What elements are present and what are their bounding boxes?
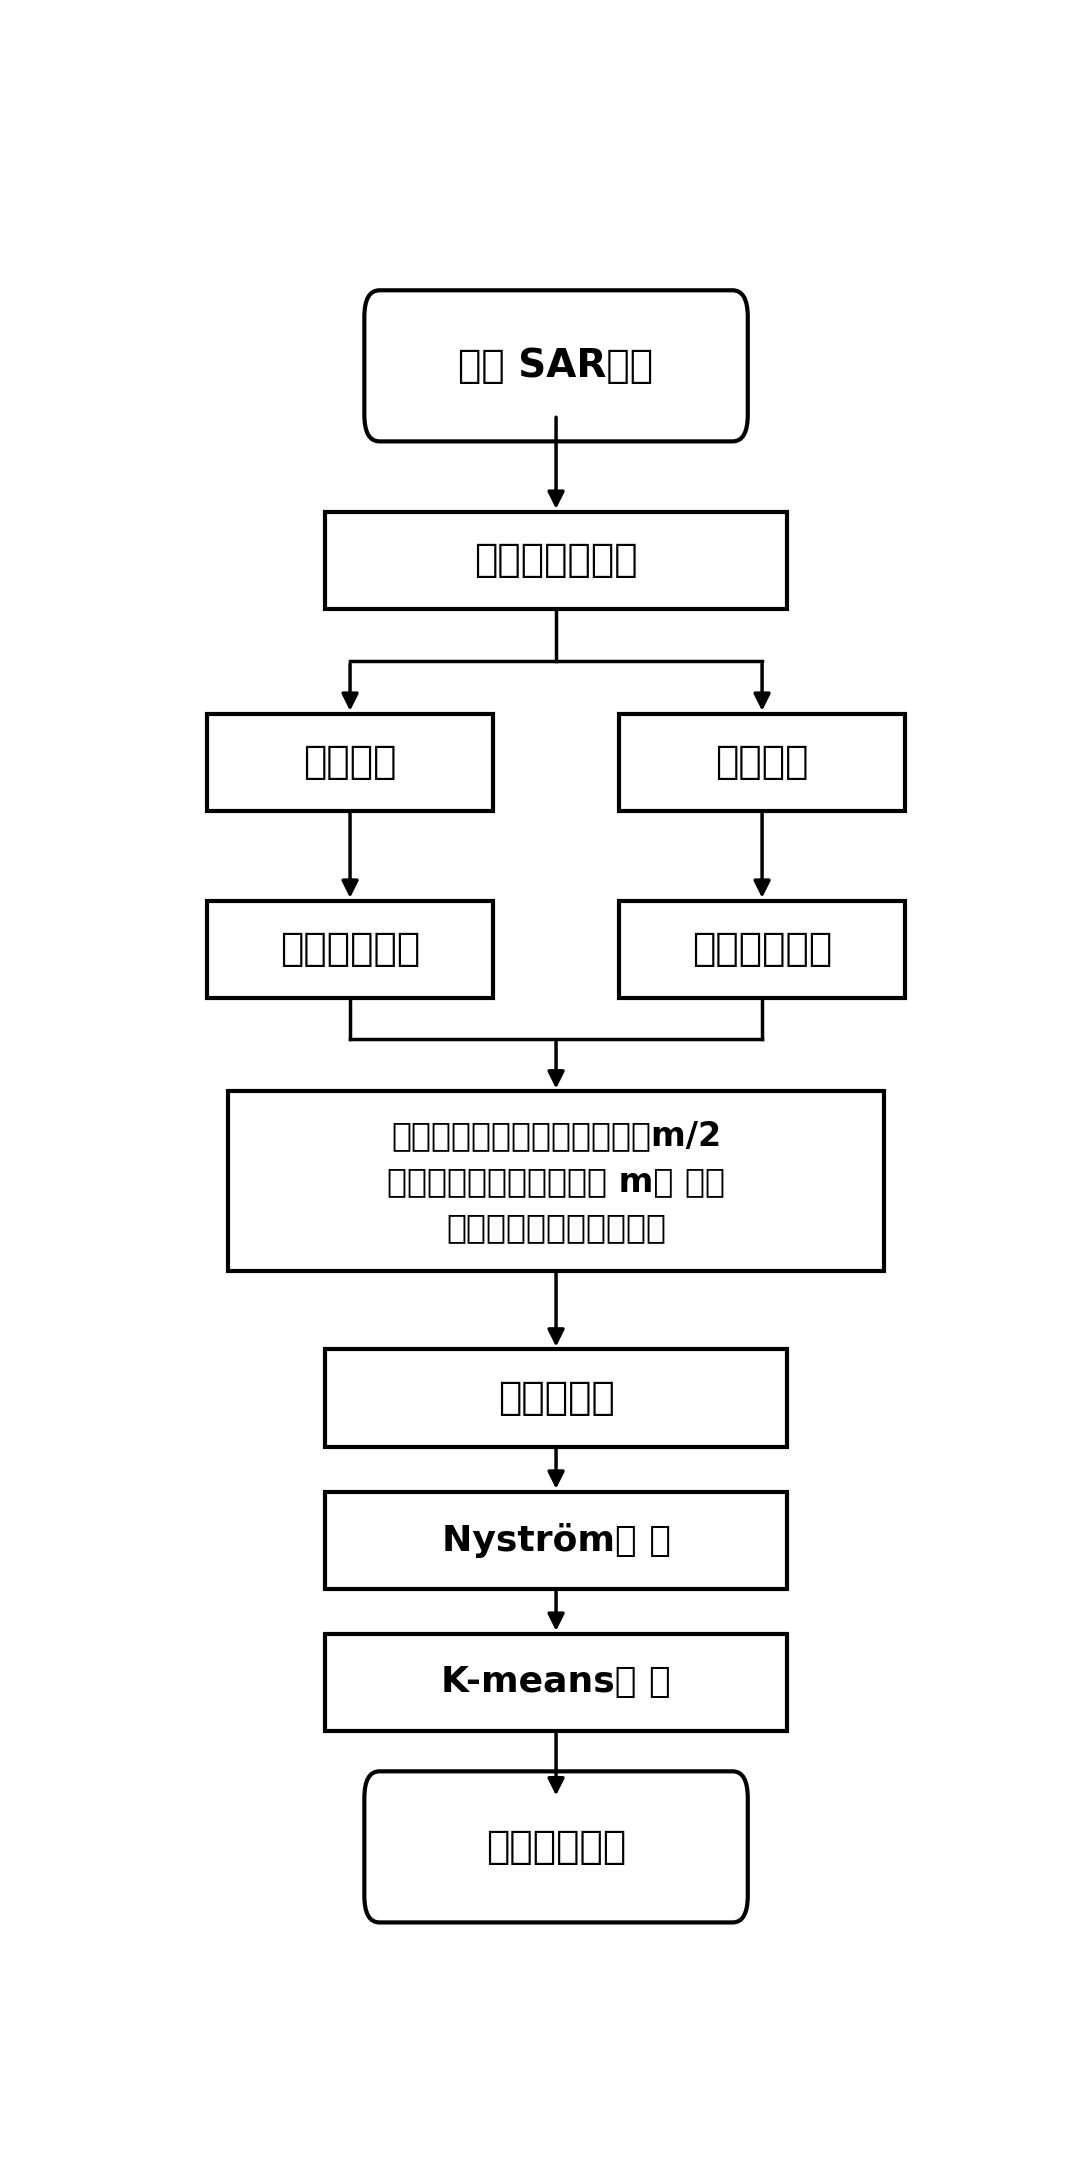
Text: 提取灰度特征: 提取灰度特征 [280, 931, 420, 968]
Bar [207, 901, 493, 999]
Bar [620, 714, 905, 812]
Bar [324, 1491, 788, 1588]
FancyBboxPatch shape [365, 289, 748, 442]
Text: 全变分图像分解: 全变分图像分解 [474, 542, 638, 579]
Text: 结构部分: 结构部分 [304, 744, 397, 781]
Text: K-means聚 类: K-means聚 类 [442, 1665, 671, 1699]
Bar [324, 1349, 788, 1447]
Bar [228, 1092, 884, 1271]
Text: 输入 SAR图像: 输入 SAR图像 [459, 346, 653, 385]
Bar [324, 511, 788, 609]
Text: 相似性计算: 相似性计算 [498, 1380, 614, 1417]
Text: 从结构部分和纹理部分各选取m/2
个不同位置像素点，将这 m个 像素
点的特征作为采样样本集: 从结构部分和纹理部分各选取m/2 个不同位置像素点，将这 m个 像素 点的特征作… [387, 1118, 725, 1245]
Text: 提取纹理特征: 提取纹理特征 [692, 931, 832, 968]
Bar [207, 714, 493, 812]
Text: Nyström逼 近: Nyström逼 近 [442, 1523, 671, 1558]
Text: 纹理部分: 纹理部分 [715, 744, 808, 781]
Text: 输出分割结果: 输出分割结果 [486, 1828, 626, 1865]
Bar [620, 901, 905, 999]
FancyBboxPatch shape [365, 1771, 748, 1921]
Bar [324, 1634, 788, 1730]
